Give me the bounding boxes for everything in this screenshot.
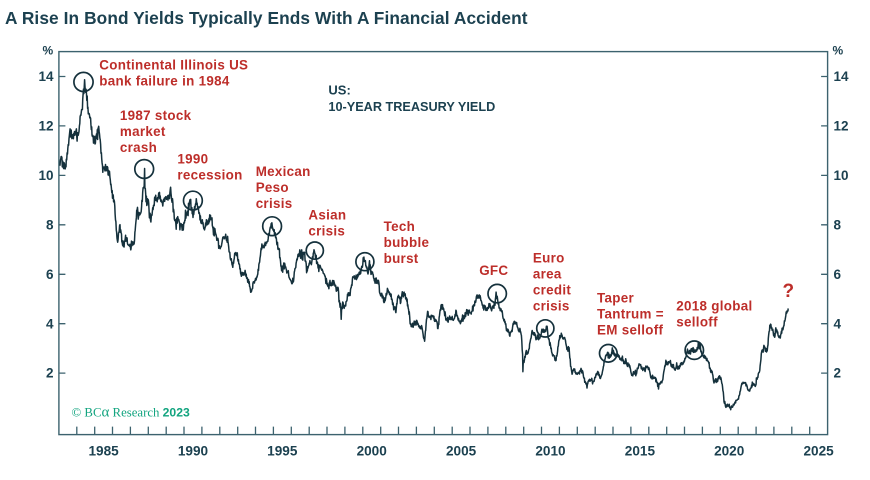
svg-text:14: 14 xyxy=(38,69,54,84)
svg-text:2: 2 xyxy=(46,366,54,381)
svg-text:10-YEAR TREASURY YIELD: 10-YEAR TREASURY YIELD xyxy=(328,100,495,114)
svg-text:8: 8 xyxy=(834,217,842,232)
svg-text:2015: 2015 xyxy=(625,443,656,458)
svg-text:1990: 1990 xyxy=(178,443,208,458)
svg-text:%: % xyxy=(833,44,844,58)
svg-text:12: 12 xyxy=(38,119,53,134)
svg-text:© BCα Research 2023: © BCα Research 2023 xyxy=(72,404,190,420)
svg-text:?: ? xyxy=(783,281,795,302)
svg-text:2020: 2020 xyxy=(714,443,744,458)
svg-text:%: % xyxy=(43,44,54,58)
svg-text:1985: 1985 xyxy=(88,443,119,458)
svg-text:6: 6 xyxy=(834,267,842,282)
svg-text:2: 2 xyxy=(834,366,842,381)
svg-text:10: 10 xyxy=(834,168,849,183)
svg-text:4: 4 xyxy=(46,316,54,331)
svg-text:1995: 1995 xyxy=(267,443,298,458)
svg-text:2005: 2005 xyxy=(446,443,477,458)
svg-text:4: 4 xyxy=(834,316,842,331)
svg-text:GFC: GFC xyxy=(479,263,508,278)
svg-text:14: 14 xyxy=(834,69,850,84)
svg-text:8: 8 xyxy=(46,217,54,232)
svg-text:US:: US: xyxy=(328,83,350,98)
svg-text:6: 6 xyxy=(46,267,54,282)
svg-text:2025: 2025 xyxy=(803,443,834,458)
svg-text:2010: 2010 xyxy=(535,443,565,458)
svg-text:10: 10 xyxy=(38,168,53,183)
svg-text:12: 12 xyxy=(834,119,849,134)
svg-text:2000: 2000 xyxy=(357,443,387,458)
